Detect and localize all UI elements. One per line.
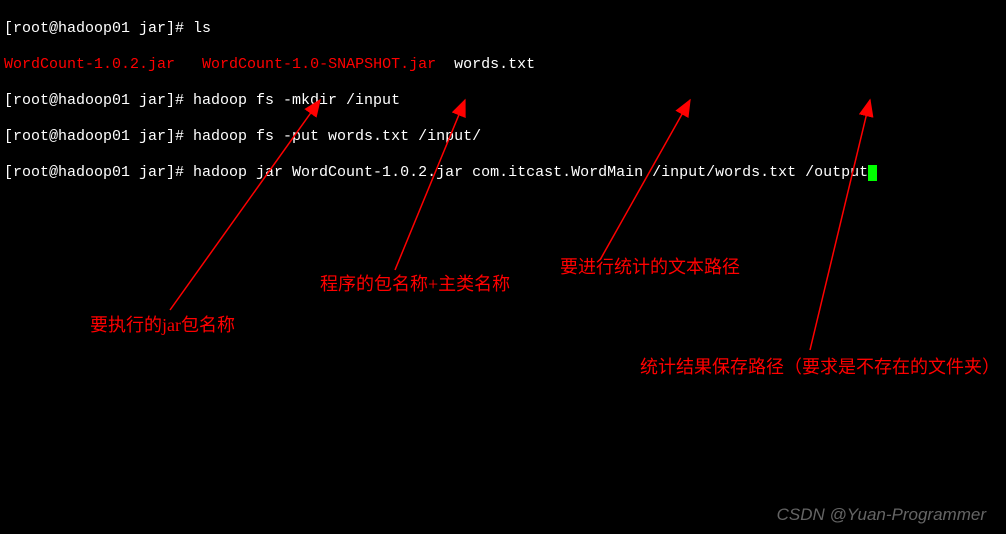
terminal-output: [root@hadoop01 jar]# ls WordCount-1.0.2.… <box>0 0 1006 202</box>
terminal-line-2: WordCount-1.0.2.jar WordCount-1.0-SNAPSH… <box>4 56 1002 74</box>
annotation-jar-name: 要执行的jar包名称 <box>90 316 235 334</box>
command-hadoop-jar: hadoop jar WordCount-1.0.2.jar com.itcas… <box>193 164 868 181</box>
annotation-input-path: 要进行统计的文本路径 <box>560 258 740 276</box>
prompt: [root@hadoop01 jar]# <box>4 164 193 181</box>
command-put: hadoop fs -put words.txt /input/ <box>193 128 481 145</box>
terminal-line-5: [root@hadoop01 jar]# hadoop jar WordCoun… <box>4 164 1002 182</box>
watermark: CSDN @Yuan-Programmer <box>777 506 986 524</box>
cursor <box>868 165 877 181</box>
annotation-output-path: 统计结果保存路径（要求是不存在的文件夹） <box>640 358 1000 376</box>
file-jar2: WordCount-1.0-SNAPSHOT.jar <box>202 56 436 73</box>
prompt: [root@hadoop01 jar]# <box>4 128 193 145</box>
terminal-line-1: [root@hadoop01 jar]# ls <box>4 20 1002 38</box>
terminal-line-3: [root@hadoop01 jar]# hadoop fs -mkdir /i… <box>4 92 1002 110</box>
prompt: [root@hadoop01 jar]# <box>4 92 193 109</box>
terminal-line-4: [root@hadoop01 jar]# hadoop fs -put word… <box>4 128 1002 146</box>
spacer <box>436 56 454 73</box>
file-jar1: WordCount-1.0.2.jar <box>4 56 175 73</box>
prompt: [root@hadoop01 jar]# <box>4 20 193 37</box>
command-mkdir: hadoop fs -mkdir /input <box>193 92 400 109</box>
command-ls: ls <box>193 20 211 37</box>
file-txt: words.txt <box>454 56 535 73</box>
annotation-class-name: 程序的包名称+主类名称 <box>320 275 510 293</box>
spacer <box>175 56 202 73</box>
